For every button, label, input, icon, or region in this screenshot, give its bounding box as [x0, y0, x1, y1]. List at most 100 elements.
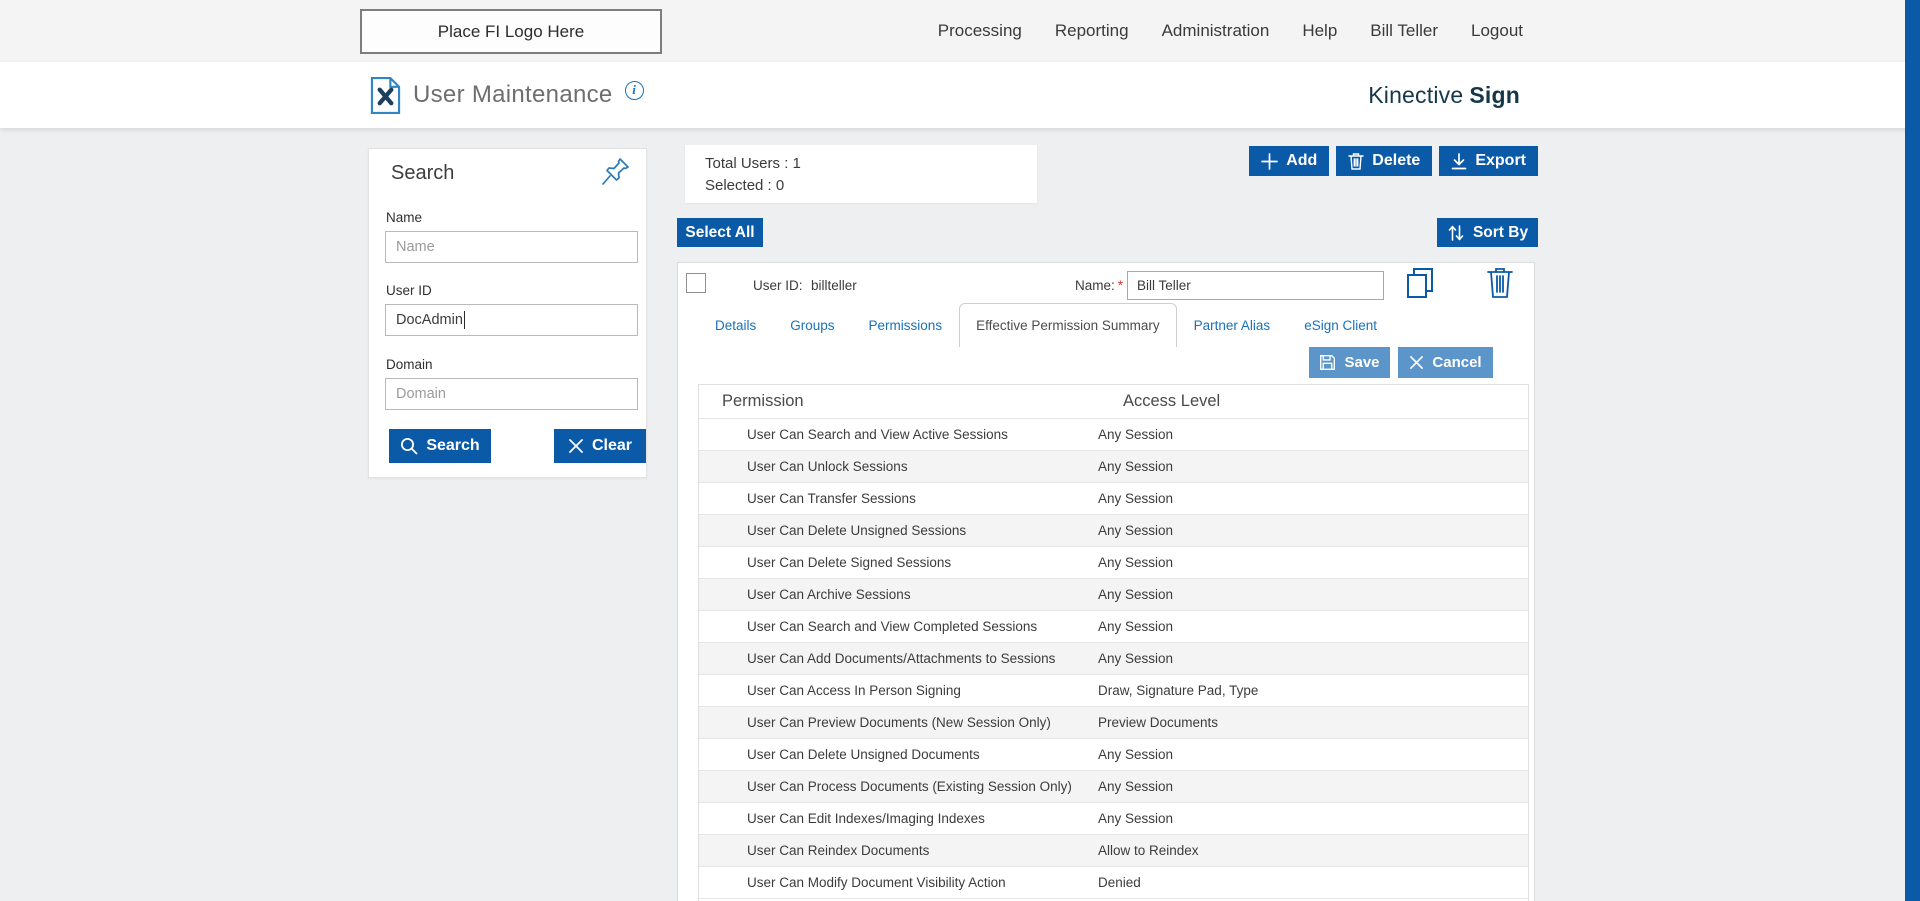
access-level-cell: Any Session: [1098, 523, 1174, 538]
name-label: Name: *: [1075, 278, 1123, 293]
permission-cell: User Can Search and View Completed Sessi…: [747, 619, 1038, 634]
sort-by-label: Sort By: [1472, 223, 1529, 241]
table-row[interactable]: User Can Transfer Sessions Any Session: [699, 482, 1528, 514]
info-icon[interactable]: i: [624, 80, 644, 100]
add-icon: [1261, 152, 1279, 170]
export-icon: [1451, 152, 1467, 169]
cancel-icon: [1410, 356, 1424, 369]
permissions-table: Permission Access Level User Can Search …: [698, 384, 1529, 901]
tab[interactable]: Groups: [790, 317, 835, 333]
access-level-cell: Denied: [1098, 875, 1141, 890]
access-level-cell: Any Session: [1098, 459, 1174, 474]
top-nav-item[interactable]: Reporting: [1054, 21, 1129, 40]
permissions-table-header: Permission Access Level: [699, 385, 1528, 418]
user-id-input[interactable]: DocAdmin: [385, 304, 638, 336]
brand-product: Sign: [1469, 81, 1520, 108]
brand-logo: Kinective Sign: [1368, 62, 1520, 128]
tab[interactable]: Details: [715, 317, 757, 333]
clear-button[interactable]: Clear: [554, 429, 646, 463]
save-button-label: Save: [1344, 354, 1380, 371]
table-row: [699, 898, 1528, 901]
permission-cell: User Can Archive Sessions: [747, 587, 911, 602]
access-level-cell: Preview Documents: [1098, 715, 1219, 730]
table-row[interactable]: User Can Delete Unsigned Documents Any S…: [699, 738, 1528, 770]
user-id-label: User ID:: [753, 278, 803, 293]
name-field-label: Name: [386, 210, 423, 225]
domain-input[interactable]: [385, 378, 638, 410]
pin-icon[interactable]: [600, 155, 632, 187]
export-button[interactable]: Export: [1439, 146, 1538, 176]
tab[interactable]: Effective Permission Summary: [959, 303, 1177, 347]
sort-icon: [1448, 224, 1464, 241]
table-row[interactable]: User Can Edit Indexes/Imaging Indexes An…: [699, 802, 1528, 834]
table-row[interactable]: User Can Unlock Sessions Any Session: [699, 450, 1528, 482]
permission-cell: User Can Edit Indexes/Imaging Indexes: [747, 811, 985, 826]
select-all-label: Select All: [685, 223, 755, 241]
column-header-access-level: Access Level: [1123, 392, 1221, 410]
copy-icon[interactable]: [1405, 267, 1435, 299]
cancel-button[interactable]: Cancel: [1398, 347, 1493, 378]
column-header-permission: Permission: [722, 392, 804, 410]
permission-cell: User Can Process Documents (Existing Ses…: [747, 779, 1072, 794]
permission-cell: User Can Access In Person Signing: [747, 683, 961, 698]
top-nav-item[interactable]: Processing: [937, 21, 1022, 40]
table-row[interactable]: User Can Access In Person Signing Draw, …: [699, 674, 1528, 706]
sort-by-button[interactable]: Sort By: [1437, 218, 1538, 247]
top-nav-item[interactable]: Administration: [1161, 21, 1270, 40]
tab[interactable]: Permissions: [868, 317, 943, 333]
name-input[interactable]: [385, 231, 638, 263]
clear-icon: [569, 439, 583, 453]
table-row[interactable]: User Can Archive Sessions Any Session: [699, 578, 1528, 610]
user-row-checkbox[interactable]: [686, 273, 706, 293]
scrollbar[interactable]: [1905, 0, 1920, 901]
user-card-tabs: Details Groups Permissions Effective Permis…: [698, 303, 1394, 347]
cancel-button-label: Cancel: [1432, 354, 1482, 371]
table-row[interactable]: User Can Process Documents (Existing Ses…: [699, 770, 1528, 802]
search-icon: [401, 438, 418, 455]
access-level-cell: Any Session: [1098, 811, 1174, 826]
table-row[interactable]: User Can Search and View Completed Sessi…: [699, 610, 1528, 642]
save-button[interactable]: Save: [1309, 347, 1390, 378]
search-button[interactable]: Search: [389, 429, 491, 463]
tab[interactable]: Partner Alias: [1193, 317, 1271, 333]
total-users-text: Total Users : 1: [705, 155, 801, 172]
table-row[interactable]: User Can Modify Document Visibility Acti…: [699, 866, 1528, 898]
top-nav-item[interactable]: Logout: [1471, 21, 1523, 40]
top-navigation: Processing Reporting Administration Help Bil…: [938, 0, 1523, 62]
user-id-input-value: DocAdmin: [396, 312, 463, 328]
permission-cell: User Can Delete Unsigned Sessions: [747, 523, 967, 538]
access-level-cell: Any Session: [1098, 427, 1174, 442]
table-row[interactable]: User Can Preview Documents (New Session …: [699, 706, 1528, 738]
top-nav-item[interactable]: Help: [1302, 21, 1338, 40]
add-button[interactable]: Add: [1249, 146, 1330, 176]
select-all-button[interactable]: Select All: [677, 218, 763, 247]
access-level-cell: Any Session: [1098, 555, 1174, 570]
user-name-input[interactable]: [1127, 271, 1384, 300]
table-row[interactable]: User Can Search and View Active Sessions…: [699, 418, 1528, 450]
permission-cell: User Can Unlock Sessions: [747, 459, 908, 474]
user-id-value: billteller: [811, 278, 857, 293]
top-nav-item[interactable]: Bill Teller: [1370, 21, 1438, 40]
table-row[interactable]: User Can Delete Unsigned Sessions Any Se…: [699, 514, 1528, 546]
table-row[interactable]: User Can Reindex Documents Allow to Rein…: [699, 834, 1528, 866]
delete-button[interactable]: Delete: [1336, 146, 1433, 176]
permission-cell: User Can Modify Document Visibility Acti…: [747, 875, 1006, 890]
permission-cell: User Can Add Documents/Attachments to Se…: [747, 651, 1056, 666]
access-level-cell: Any Session: [1098, 587, 1174, 602]
access-level-cell: Any Session: [1098, 491, 1174, 506]
permission-cell: User Can Transfer Sessions: [747, 491, 916, 506]
tab[interactable]: eSign Client: [1304, 317, 1377, 333]
trash-icon[interactable]: [1486, 265, 1514, 299]
table-row[interactable]: User Can Delete Signed Sessions Any Sess…: [699, 546, 1528, 578]
user-card: User ID: billteller Name:* Details Groups…: [677, 262, 1535, 901]
table-row[interactable]: User Can Add Documents/Attachments to Se…: [699, 642, 1528, 674]
search-panel: Search Name User ID DocAdmin Domain Sear…: [368, 148, 647, 478]
access-level-cell: Any Session: [1098, 779, 1174, 794]
domain-field-label: Domain: [386, 357, 433, 372]
crud-toolbar: Add Delete Export: [1249, 146, 1538, 176]
name-label-text: Name:: [1075, 278, 1115, 293]
top-bar: Place FI Logo Here Processing Reporting Ad…: [0, 0, 1920, 62]
search-panel-title: Search: [391, 162, 455, 184]
page-tools-icon: [370, 76, 401, 114]
